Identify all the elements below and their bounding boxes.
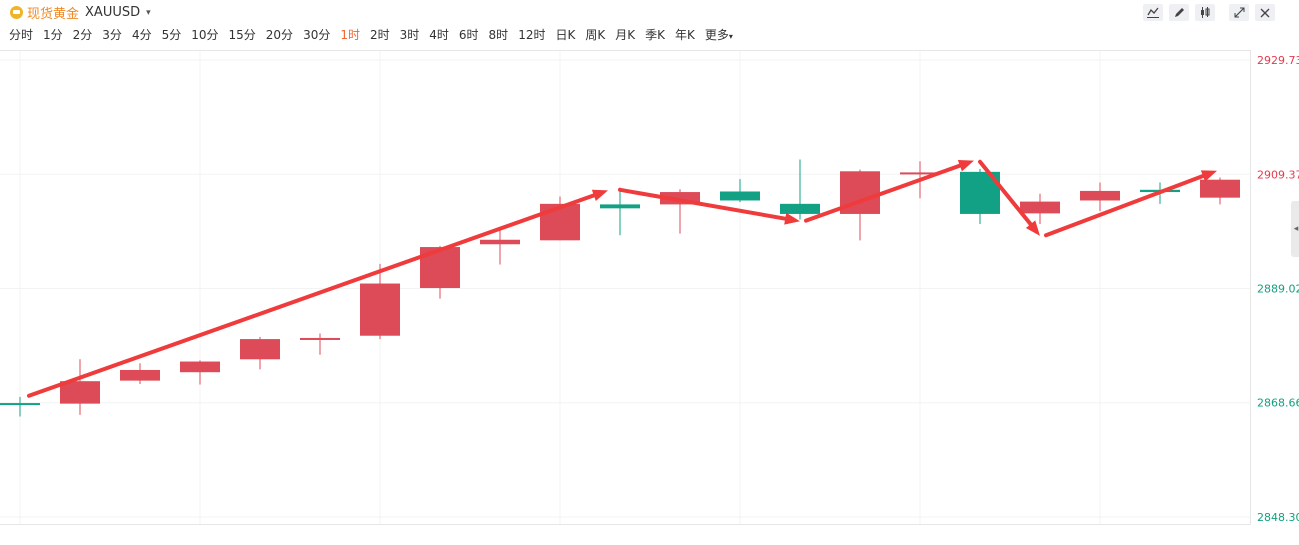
trend-arrow-up-3-head — [1200, 170, 1217, 182]
candle-body — [600, 204, 640, 209]
period-tab[interactable]: 10分 — [191, 28, 219, 42]
chevron-down-icon: ▾ — [728, 32, 733, 41]
candle-body — [360, 283, 400, 336]
symbol-code: XAUUSD — [85, 5, 141, 20]
period-tab[interactable]: 2分 — [72, 28, 93, 42]
period-tab[interactable]: 日K — [555, 28, 576, 42]
close-icon[interactable] — [1255, 4, 1275, 21]
period-tab[interactable]: 5分 — [161, 28, 182, 42]
trend-arrow-up-2 — [804, 163, 962, 223]
candle-body — [120, 369, 160, 381]
period-tab[interactable]: 6时 — [458, 28, 479, 42]
chart-header: 现货黄金 XAUUSD ▾ — [0, 0, 1299, 24]
period-tabs: 分时 1分 2分 3分 4分 5分 10分 15分 20分 30分 1时 2时 3时 4时 6时 8时 12时日… — [4, 26, 738, 44]
period-tab[interactable]: 季K — [645, 28, 665, 42]
pencil-icon[interactable] — [1169, 4, 1189, 21]
trend-arrow-up-2-head — [957, 160, 974, 172]
period-tab[interactable]: 4分 — [131, 28, 152, 42]
trend-arrow-down-1-head — [784, 212, 800, 225]
period-tab[interactable]: 20分 — [265, 28, 294, 42]
y-tick-label: 2909.37 — [1257, 168, 1299, 181]
period-tab[interactable]: 30分 — [303, 28, 331, 42]
candlestick-chart: 2929.73 2909.37 2889.02 2868.66 2848.30 — [0, 50, 1299, 525]
trend-arrow-up-3 — [1044, 174, 1205, 238]
period-tab[interactable]: 1分 — [43, 28, 63, 42]
candle-body — [0, 403, 40, 406]
y-tick-label: 2868.66 — [1257, 397, 1299, 410]
period-tab[interactable]: 12时 — [518, 28, 546, 42]
y-tick-label: 2929.73 — [1257, 54, 1299, 67]
period-tab[interactable]: 3时 — [399, 28, 420, 42]
period-tab[interactable]: 1时 — [340, 28, 360, 42]
candle-body — [1080, 190, 1120, 201]
candle-body — [1020, 201, 1060, 214]
period-tab[interactable]: 4时 — [429, 28, 449, 42]
candle-body — [240, 339, 280, 360]
line-chart-icon[interactable] — [1143, 4, 1163, 21]
candle-body — [780, 203, 820, 214]
period-tab[interactable]: 15分 — [228, 28, 256, 42]
symbol-selector[interactable]: 现货黄金 XAUUSD ▾ — [10, 3, 151, 22]
collapse-handle[interactable]: ◂ — [1291, 201, 1299, 257]
candlestick-icon[interactable] — [1195, 4, 1215, 21]
candle-body — [540, 203, 580, 241]
period-tab[interactable]: 周K — [585, 28, 606, 42]
candle-body — [480, 239, 520, 245]
symbol-name: 现货黄金 — [27, 7, 80, 22]
candle-body — [1200, 179, 1240, 198]
period-tab[interactable]: 分时 — [9, 28, 34, 42]
fullscreen-icon[interactable] — [1229, 4, 1249, 21]
period-tab[interactable]: 3分 — [102, 28, 122, 42]
period-tab[interactable]: 月K — [615, 28, 636, 42]
period-tab[interactable]: 年K — [674, 28, 695, 42]
candle-body — [60, 381, 100, 404]
period-tab[interactable]: 8时 — [488, 28, 509, 42]
period-tab[interactable]: 2时 — [369, 28, 390, 42]
trend-arrow-down-1 — [618, 187, 788, 221]
candle-body — [300, 337, 340, 340]
trend-arrow-up-1 — [27, 193, 596, 398]
trend-arrow-up-1-head — [591, 189, 608, 202]
toolbar — [1143, 4, 1275, 21]
candle-body — [900, 172, 940, 175]
y-tick-label: 2889.02 — [1257, 282, 1299, 295]
trend-arrow-down-2 — [978, 159, 1033, 227]
y-tick-label: 2848.30 — [1257, 511, 1299, 524]
chevron-down-icon: ▾ — [146, 7, 151, 18]
candle-body — [180, 361, 220, 373]
candle-body — [720, 191, 760, 201]
gold-icon — [10, 6, 23, 19]
trend-arrow-down-2-head — [1025, 220, 1040, 236]
period-tab[interactable]: 更多▾ — [704, 28, 733, 42]
